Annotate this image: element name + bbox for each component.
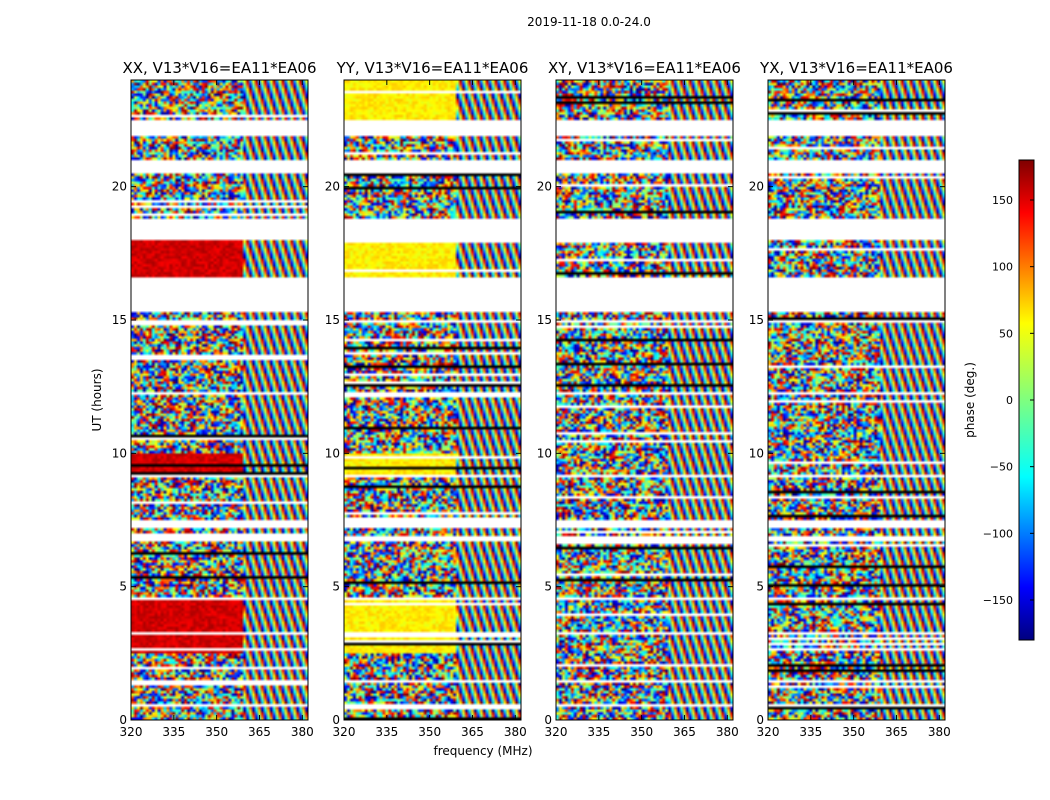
x-tick-label: 380: [504, 725, 527, 739]
x-tick-label: 320: [120, 725, 143, 739]
x-tick-label: 380: [716, 725, 739, 739]
x-tick-label: 350: [842, 725, 865, 739]
x-tick-label: 335: [162, 725, 185, 739]
x-tick-label: 350: [205, 725, 228, 739]
y-tick-label: 15: [112, 313, 127, 327]
colorbar-tick-label: 150: [992, 194, 1013, 207]
y-axis-label: UT (hours): [90, 368, 104, 431]
y-tick-label: 0: [119, 713, 127, 727]
y-tick-label: 15: [537, 313, 552, 327]
colorbar-tick-label: −150: [983, 594, 1013, 607]
y-tick-label: 15: [325, 313, 340, 327]
colorbar: −150 −100 −50 0 50 100 150 phase (deg.): [963, 159, 1035, 641]
x-tick-label: 380: [291, 725, 314, 739]
x-tick-label: 320: [757, 725, 780, 739]
y-tick-label: 10: [112, 446, 127, 460]
y-tick-label: 20: [749, 180, 764, 194]
colorbar-tick-label: 0: [1006, 394, 1013, 407]
y-tick-label: 20: [112, 180, 127, 194]
x-tick-label: 365: [248, 725, 271, 739]
y-tick-label: 5: [544, 580, 552, 594]
y-tick-label: 5: [332, 580, 340, 594]
x-tick-label: 320: [545, 725, 568, 739]
x-tick-label: 365: [461, 725, 484, 739]
panel-2: YY, V13*V16=EA11*EA06 320 335 350 365 380 0 5 10…: [325, 59, 529, 739]
panel-title: YY, V13*V16=EA11*EA06: [336, 59, 529, 77]
panel-heatmap: [768, 80, 945, 720]
panel-heatmap: [344, 80, 521, 720]
y-tick-label: 10: [537, 446, 552, 460]
x-tick-label: 320: [333, 725, 356, 739]
panel-frame: [555, 79, 734, 721]
panel-frame: [767, 79, 946, 721]
x-axis-label: frequency (MHz): [433, 744, 532, 758]
colorbar-tick-label: 50: [999, 327, 1013, 340]
y-tick-label: 5: [119, 580, 127, 594]
y-tick-label: 0: [756, 713, 764, 727]
y-tick-label: 10: [325, 446, 340, 460]
figure-suptitle: 2019-11-18 0.0-24.0: [527, 15, 651, 29]
y-tick-label: 0: [332, 713, 340, 727]
y-tick-label: 20: [537, 180, 552, 194]
x-tick-label: 365: [673, 725, 696, 739]
panel-frame: [130, 79, 309, 721]
x-tick-label: 335: [375, 725, 398, 739]
x-tick-label: 350: [418, 725, 441, 739]
y-tick-label: 20: [325, 180, 340, 194]
x-tick-label: 335: [799, 725, 822, 739]
x-tick-label: 350: [630, 725, 653, 739]
panel-4: YX, V13*V16=EA11*EA06 320 335 350 365 380 0 5 10…: [749, 59, 953, 739]
x-tick-label: 335: [587, 725, 610, 739]
y-tick-label: 5: [756, 580, 764, 594]
panel-3: XY, V13*V16=EA11*EA06 320 335 350 365 380 0 5 10…: [537, 59, 741, 739]
panel-frame: [343, 79, 522, 721]
x-tick-label: 365: [885, 725, 908, 739]
colorbar-tick-label: −50: [990, 461, 1013, 474]
y-tick-label: 0: [544, 713, 552, 727]
y-tick-label: 15: [749, 313, 764, 327]
panel-heatmap: [131, 80, 308, 720]
x-tick-label: 380: [928, 725, 951, 739]
colorbar-label: phase (deg.): [963, 362, 977, 438]
panel-1: XX, V13*V16=EA11*EA06 320 335 350 365 380 0 5 10…: [112, 59, 317, 739]
colorbar-ticks: −150 −100 −50 0 50 100 150: [983, 194, 1034, 607]
colorbar-tick-label: 100: [992, 261, 1013, 274]
panel-heatmap: [556, 80, 733, 720]
y-tick-label: 10: [749, 446, 764, 460]
panel-title: YX, V13*V16=EA11*EA06: [759, 59, 953, 77]
colorbar-tick-label: −100: [983, 527, 1013, 540]
panel-title: XY, V13*V16=EA11*EA06: [548, 59, 741, 77]
panels-group: XX, V13*V16=EA11*EA06 320 335 350 365 380 0 5 10…: [112, 59, 953, 739]
panel-title: XX, V13*V16=EA11*EA06: [122, 59, 316, 77]
